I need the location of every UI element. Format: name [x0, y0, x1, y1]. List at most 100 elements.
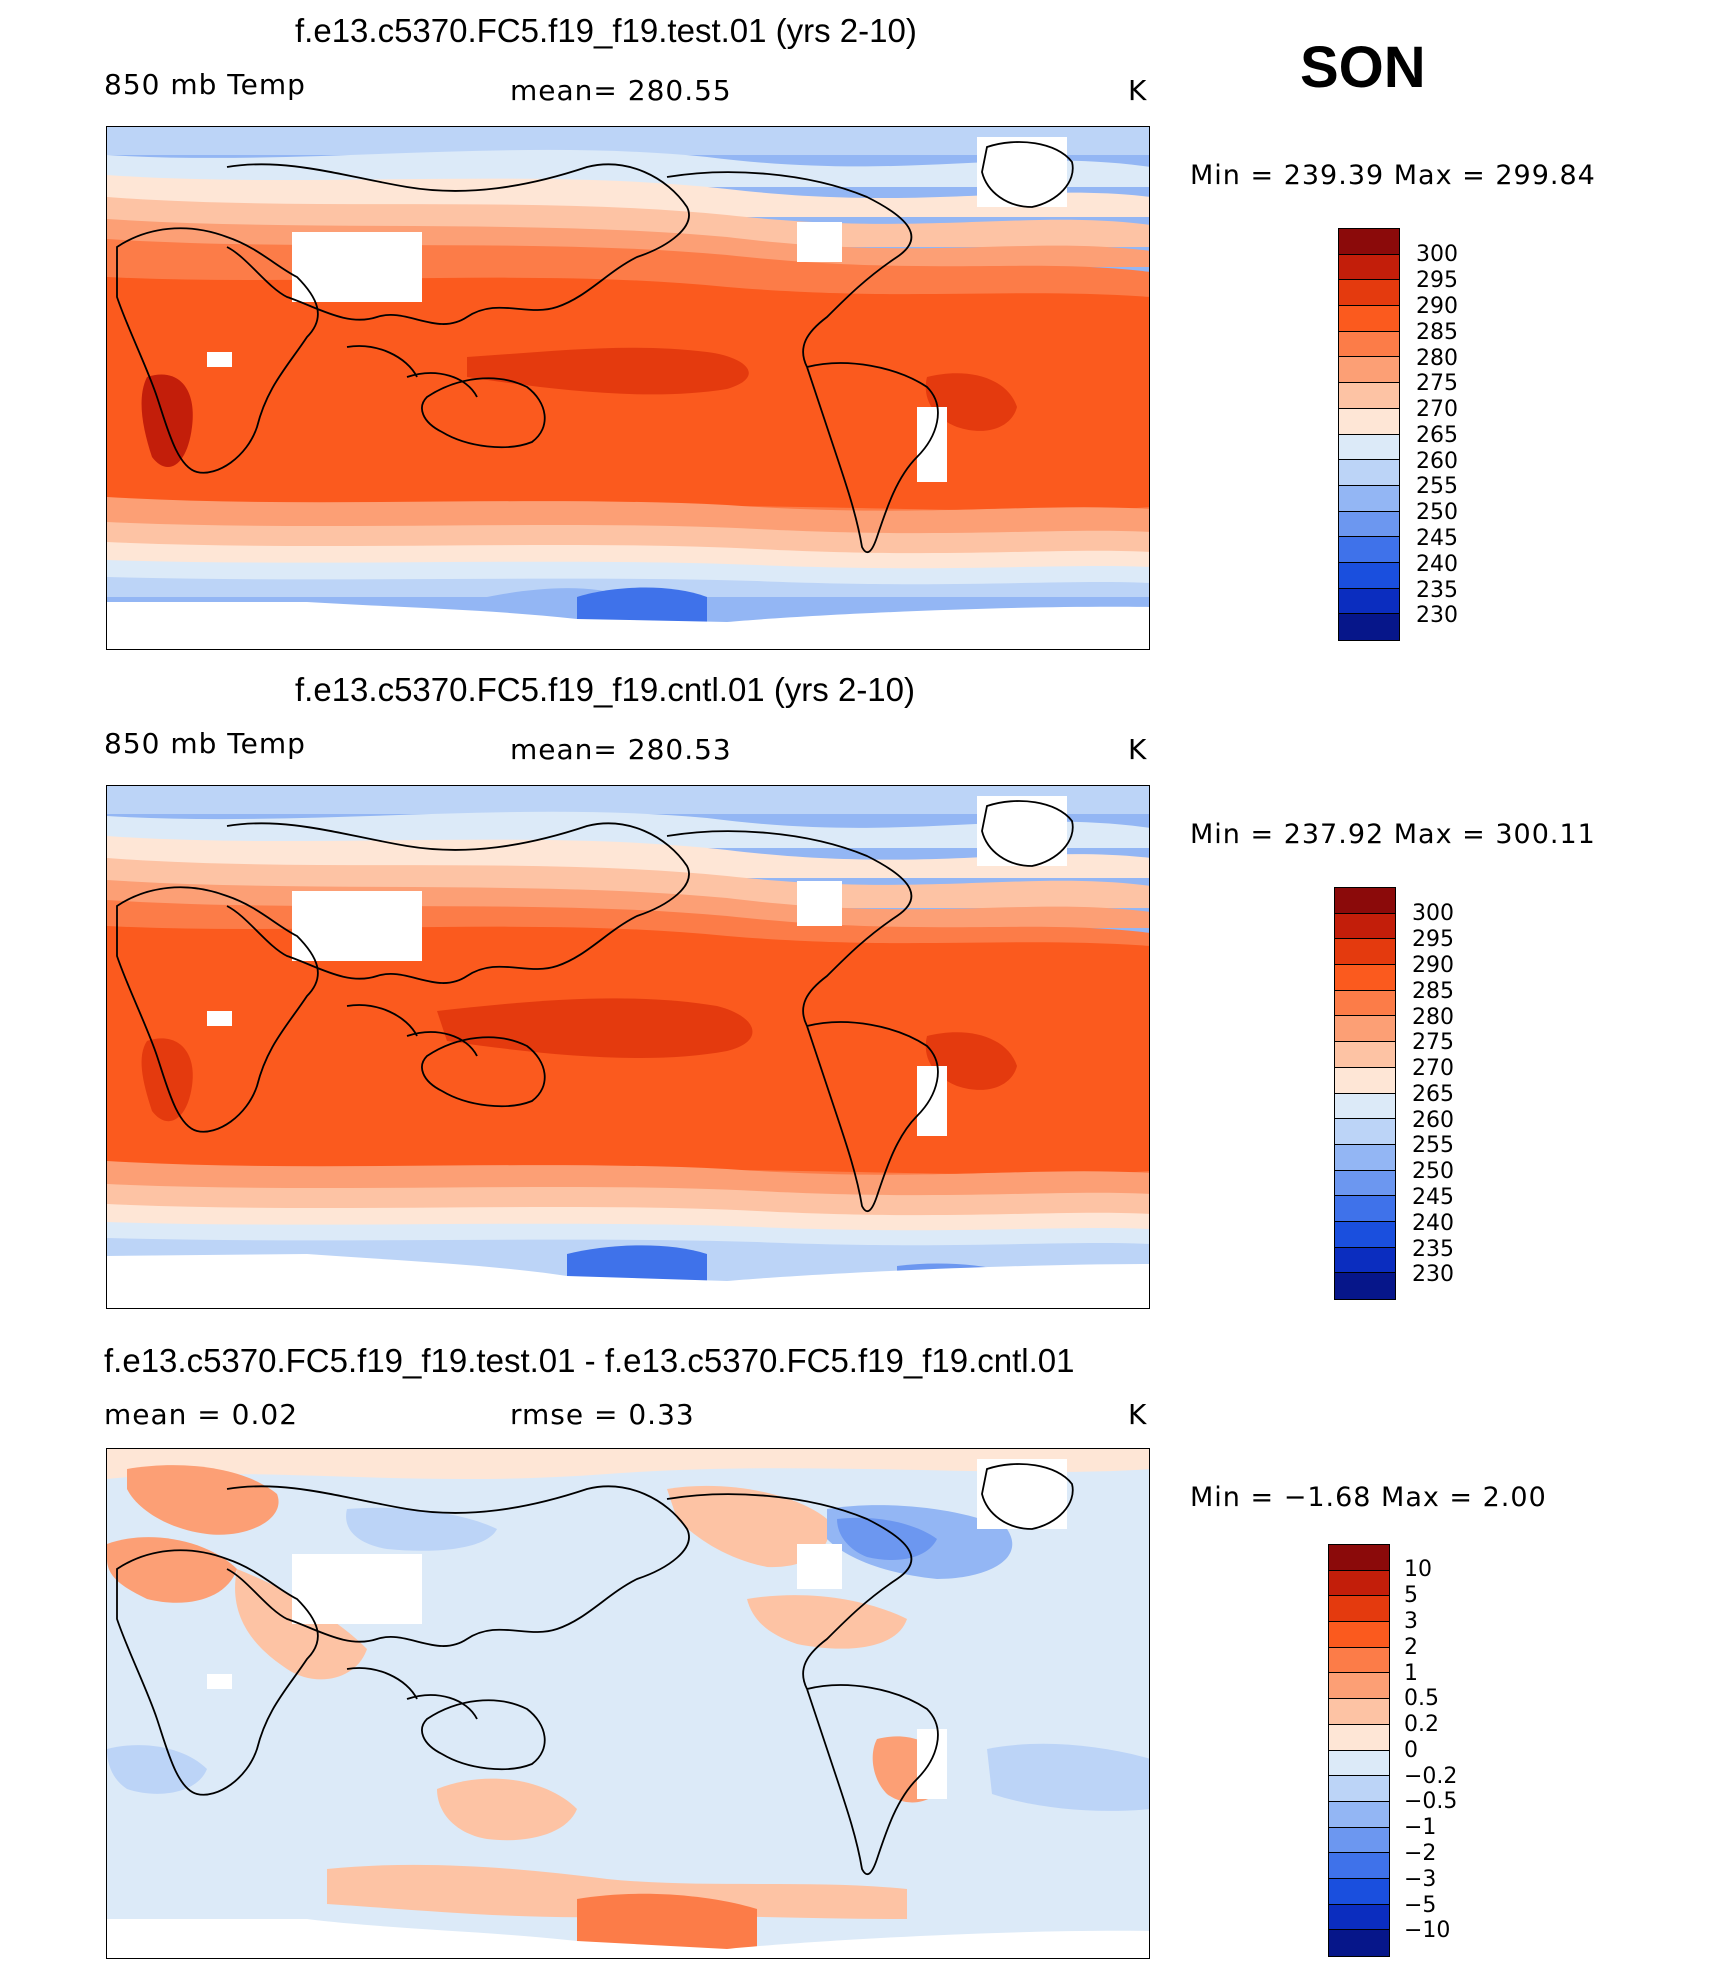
panel3-colorbar-label: −0.5	[1404, 1789, 1458, 1814]
panel1-colorbar-swatch	[1339, 460, 1399, 486]
panel2-colorbar-swatch	[1335, 965, 1395, 991]
panel1-title: f.e13.c5370.FC5.f19_f19.test.01 (yrs 2-1…	[295, 12, 917, 49]
panel1-colorbar-swatch	[1339, 408, 1399, 435]
missing-east-africa	[207, 352, 232, 367]
panel1-range: Min = 239.39 Max = 299.84	[1190, 160, 1596, 191]
panel1-colorbar-swatch	[1339, 614, 1399, 640]
panel3-colorbar-label: 3	[1404, 1609, 1418, 1634]
panel3-units: K	[1128, 1398, 1148, 1431]
panel3-map	[106, 1448, 1150, 1959]
missing-andes	[917, 1066, 947, 1136]
panel3-colorbar	[1328, 1544, 1390, 1957]
panel2-colorbar-label: 245	[1412, 1185, 1454, 1210]
panel1-colorbar-label: 245	[1416, 526, 1458, 551]
band-hotter-1	[467, 347, 749, 395]
coastlines	[116, 1463, 1074, 1876]
panel2-colorbar-label: 300	[1412, 901, 1454, 926]
panel1-colorbar-label: 230	[1416, 603, 1458, 628]
band-hotter-1	[437, 998, 753, 1058]
diff-warm-atlantic	[747, 1595, 907, 1649]
band-hotter-3	[925, 373, 1017, 431]
missing-greenland	[977, 796, 1067, 866]
panel1-colorbar-label: 265	[1416, 423, 1458, 448]
missing-andes	[917, 1729, 947, 1799]
panel3-colorbar-swatch	[1329, 1673, 1389, 1700]
panel3-colorbar-swatch	[1329, 1622, 1389, 1648]
panel1-colorbar-label: 255	[1416, 474, 1458, 499]
panel1-variable: 850 mb Temp	[104, 68, 306, 101]
missing-antarctica	[107, 1919, 1149, 1958]
panel2-colorbar-label: 290	[1412, 953, 1454, 978]
panel3-colorbar-label: −2	[1404, 1841, 1437, 1866]
panel1-colorbar-swatch	[1339, 357, 1399, 384]
panel2-title: f.e13.c5370.FC5.f19_f19.cntl.01 (yrs 2-1…	[295, 671, 916, 708]
panel1-colorbar-swatch	[1339, 588, 1399, 615]
panel2-variable: 850 mb Temp	[104, 727, 306, 760]
panel2-colorbar-swatch	[1335, 913, 1395, 940]
panel2-colorbar-label: 230	[1412, 1262, 1454, 1287]
panel1-colorbar-swatch	[1339, 383, 1399, 409]
coastlines	[116, 800, 1074, 1213]
panel2-colorbar-label: 280	[1412, 1005, 1454, 1030]
panel1-colorbar-swatch	[1339, 254, 1399, 281]
panel2-colorbar-swatch	[1335, 1273, 1395, 1299]
panel1-colorbar-label: 285	[1416, 320, 1458, 345]
antarctic-cold-patch	[567, 1245, 707, 1281]
panel1-map	[106, 126, 1150, 650]
panel1-colorbar-label: 240	[1416, 552, 1458, 577]
missing-greenland	[977, 1459, 1067, 1529]
band-north-1	[107, 786, 1149, 814]
diff-colder-canada	[837, 1517, 937, 1560]
panel3-colorbar-swatch	[1329, 1724, 1389, 1751]
panel1-colorbar-label: 275	[1416, 371, 1458, 396]
panel2-colorbar-swatch	[1335, 888, 1395, 914]
panel2-colorbar-swatch	[1335, 1221, 1395, 1248]
panel3-colorbar-swatch	[1329, 1596, 1389, 1623]
panel1-colorbar	[1338, 228, 1400, 641]
panel2-colorbar-swatch	[1335, 1196, 1395, 1222]
missing-east-africa	[207, 1674, 232, 1689]
panel2-colorbar-label: 255	[1412, 1133, 1454, 1158]
coastlines	[116, 141, 1074, 554]
panel3-colorbar-label: 2	[1404, 1635, 1418, 1660]
diff-north-edge	[107, 1449, 1149, 1479]
diff-warm-mideast	[107, 1537, 237, 1603]
panel2-colorbar-swatch	[1335, 1016, 1395, 1043]
panel2-colorbar-label: 250	[1412, 1159, 1454, 1184]
panel3-map-svg	[107, 1449, 1149, 1958]
panel1-colorbar-swatch	[1339, 434, 1399, 461]
panel2-colorbar-label: 285	[1412, 979, 1454, 1004]
missing-antarctica	[107, 602, 1149, 649]
panel3-colorbar-label: −5	[1404, 1893, 1437, 1918]
panel1-colorbar-swatch	[1339, 537, 1399, 563]
panel1-colorbar-swatch	[1339, 485, 1399, 512]
panel3-colorbar-swatch	[1329, 1699, 1389, 1725]
panel2-colorbar-swatch	[1335, 1119, 1395, 1145]
panel1-colorbar-swatch	[1339, 306, 1399, 332]
band-hotter-2	[141, 1038, 193, 1122]
panel3-title: f.e13.c5370.FC5.f19_f19.test.01 - f.e13.…	[104, 1342, 1075, 1379]
missing-antarctica	[107, 1254, 1149, 1308]
panel2-colorbar-swatch	[1335, 1067, 1395, 1094]
panel3-colorbar-swatch	[1329, 1801, 1389, 1828]
panel3-colorbar-swatch	[1329, 1827, 1389, 1854]
missing-east-africa	[207, 1011, 232, 1026]
panel1-colorbar-label: 295	[1416, 268, 1458, 293]
panel3-colorbar-swatch	[1329, 1647, 1389, 1674]
panel3-mean: mean = 0.02	[104, 1398, 299, 1431]
panel1-colorbar-label: 280	[1416, 346, 1458, 371]
panel3-colorbar-swatch	[1329, 1853, 1389, 1879]
diff-cold-siberia	[346, 1507, 497, 1551]
band-north-1	[107, 127, 1149, 155]
missing-tibet	[292, 891, 422, 961]
panel2-map	[106, 785, 1150, 1309]
panel3-colorbar-label: −0.2	[1404, 1764, 1458, 1789]
panel2-colorbar-label: 295	[1412, 927, 1454, 952]
panel3-colorbar-label: 0	[1404, 1738, 1418, 1763]
panel3-colorbar-swatch	[1329, 1904, 1389, 1931]
panel2-colorbar-swatch	[1335, 1144, 1395, 1171]
panel3-colorbar-label: 0.2	[1404, 1712, 1439, 1737]
panel3-colorbar-swatch	[1329, 1750, 1389, 1777]
panel1-colorbar-swatch	[1339, 562, 1399, 589]
panel1-colorbar-label: 250	[1416, 500, 1458, 525]
